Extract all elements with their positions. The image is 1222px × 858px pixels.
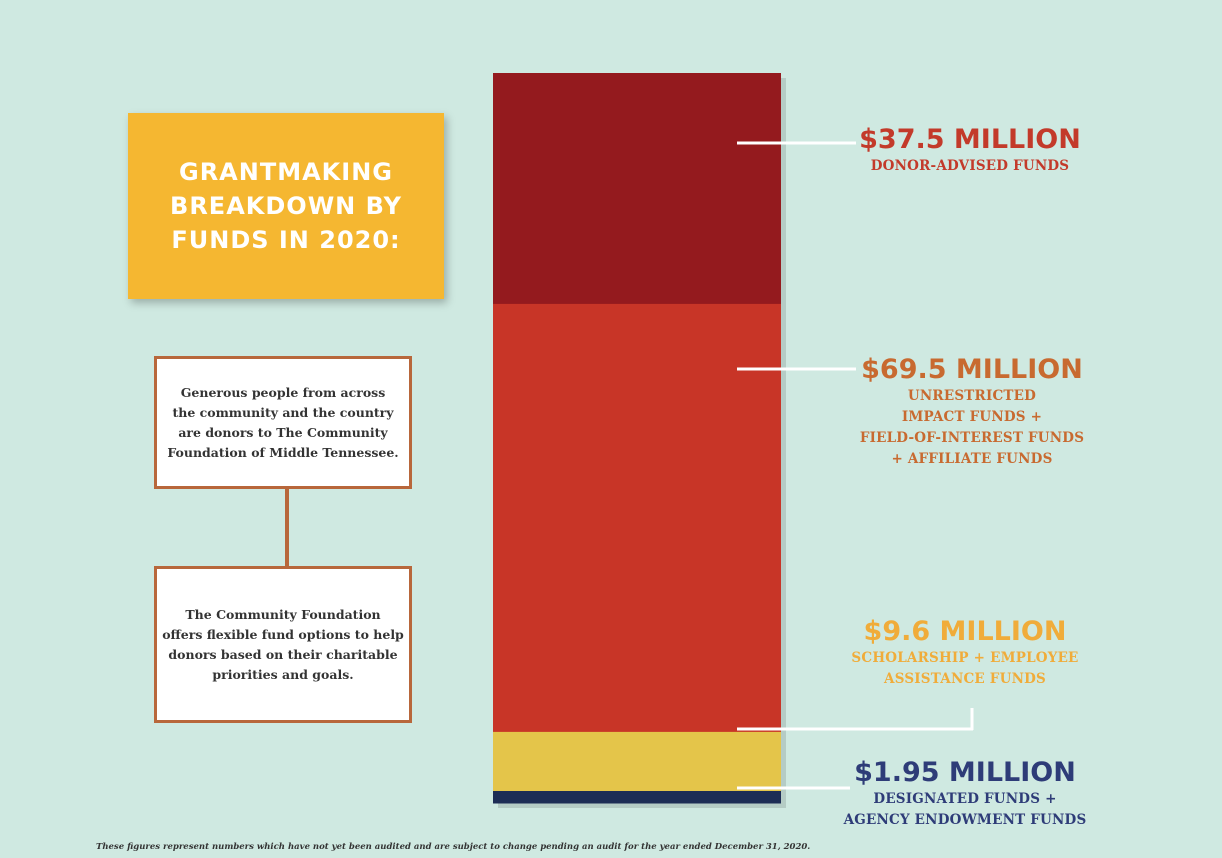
category-label: UNRESTRICTED IMPACT FUNDS + FIELD-OF-INT… xyxy=(859,388,1085,467)
category-label: SCHOLARSHIP + EMPLOYEE ASSISTANCE FUNDS xyxy=(851,650,1079,687)
bar-segment-donor-advised xyxy=(493,73,781,305)
bar-segment-designated xyxy=(493,791,781,804)
bar-segment-scholarship xyxy=(493,731,781,792)
amount-label: $9.6 MILLION xyxy=(863,616,1067,647)
donors-note-box: Generous people from across the communit… xyxy=(154,356,412,489)
fund-options-note-box: The Community Foundation offers flexible… xyxy=(154,566,412,723)
donors-note-text: Generous people from across the communit… xyxy=(167,384,399,460)
callout-designated: $1.95 MILLION DESIGNATED FUNDS + AGENCY … xyxy=(835,757,1095,831)
page-title: GRANTMAKING BREAKDOWN BY FUNDS IN 2020: xyxy=(170,158,402,254)
note-connector xyxy=(285,489,289,566)
callout-unrestricted: $69.5 MILLION UNRESTRICTED IMPACT FUNDS … xyxy=(842,354,1102,470)
amount-label: $69.5 MILLION xyxy=(861,354,1083,385)
footnote: These figures represent numbers which ha… xyxy=(96,842,811,852)
amount-label: $37.5 MILLION xyxy=(859,124,1081,155)
title-card: GRANTMAKING BREAKDOWN BY FUNDS IN 2020: xyxy=(128,113,444,299)
category-label: DONOR-ADVISED FUNDS xyxy=(870,158,1070,174)
fund-options-note-text: The Community Foundation offers flexible… xyxy=(162,606,404,682)
callout-donor-advised: $37.5 MILLION DONOR-ADVISED FUNDS xyxy=(850,124,1090,177)
callout-scholarship: $9.6 MILLION SCHOLARSHIP + EMPLOYEE ASSI… xyxy=(845,616,1085,690)
category-label: DESIGNATED FUNDS + AGENCY ENDOWMENT FUND… xyxy=(843,791,1087,828)
bar-segment-unrestricted xyxy=(493,303,781,733)
amount-label: $1.95 MILLION xyxy=(854,757,1076,788)
